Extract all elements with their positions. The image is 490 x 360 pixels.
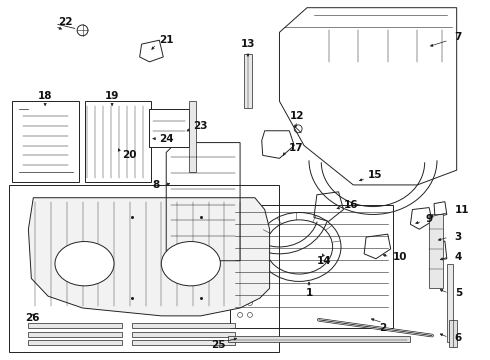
Text: 26: 26 — [25, 313, 40, 323]
FancyBboxPatch shape — [429, 215, 443, 288]
FancyBboxPatch shape — [84, 101, 151, 182]
Text: 25: 25 — [211, 341, 226, 350]
FancyBboxPatch shape — [28, 323, 122, 328]
Text: 1: 1 — [305, 288, 313, 298]
Text: 23: 23 — [193, 121, 207, 131]
FancyBboxPatch shape — [447, 264, 453, 342]
FancyBboxPatch shape — [132, 332, 235, 337]
FancyBboxPatch shape — [28, 341, 122, 345]
Text: 3: 3 — [455, 232, 462, 242]
Text: 8: 8 — [152, 180, 159, 190]
FancyBboxPatch shape — [28, 332, 122, 337]
FancyBboxPatch shape — [244, 54, 252, 108]
Text: 11: 11 — [455, 204, 469, 215]
Text: 7: 7 — [455, 32, 462, 42]
Text: 17: 17 — [289, 144, 304, 153]
Text: 16: 16 — [343, 199, 358, 210]
Text: 2: 2 — [379, 323, 387, 333]
FancyBboxPatch shape — [449, 320, 457, 347]
Text: 15: 15 — [368, 170, 383, 180]
FancyBboxPatch shape — [149, 109, 189, 147]
FancyBboxPatch shape — [12, 101, 78, 182]
Text: 14: 14 — [317, 256, 331, 266]
Text: 18: 18 — [38, 91, 52, 101]
Text: 6: 6 — [455, 333, 462, 342]
Text: 20: 20 — [122, 150, 136, 161]
FancyBboxPatch shape — [189, 101, 196, 172]
Ellipse shape — [55, 242, 114, 286]
Text: 4: 4 — [455, 252, 462, 262]
Text: 24: 24 — [159, 134, 174, 144]
Ellipse shape — [161, 242, 220, 286]
Text: 19: 19 — [105, 91, 119, 101]
Text: 12: 12 — [290, 111, 304, 121]
Text: 10: 10 — [392, 252, 407, 262]
FancyBboxPatch shape — [132, 323, 235, 328]
Text: 5: 5 — [455, 288, 462, 298]
FancyBboxPatch shape — [228, 336, 411, 342]
Text: 9: 9 — [425, 215, 432, 224]
Text: 13: 13 — [241, 39, 255, 49]
Text: 22: 22 — [58, 18, 73, 27]
Polygon shape — [28, 198, 270, 316]
Text: 21: 21 — [159, 35, 174, 45]
FancyBboxPatch shape — [132, 341, 235, 345]
